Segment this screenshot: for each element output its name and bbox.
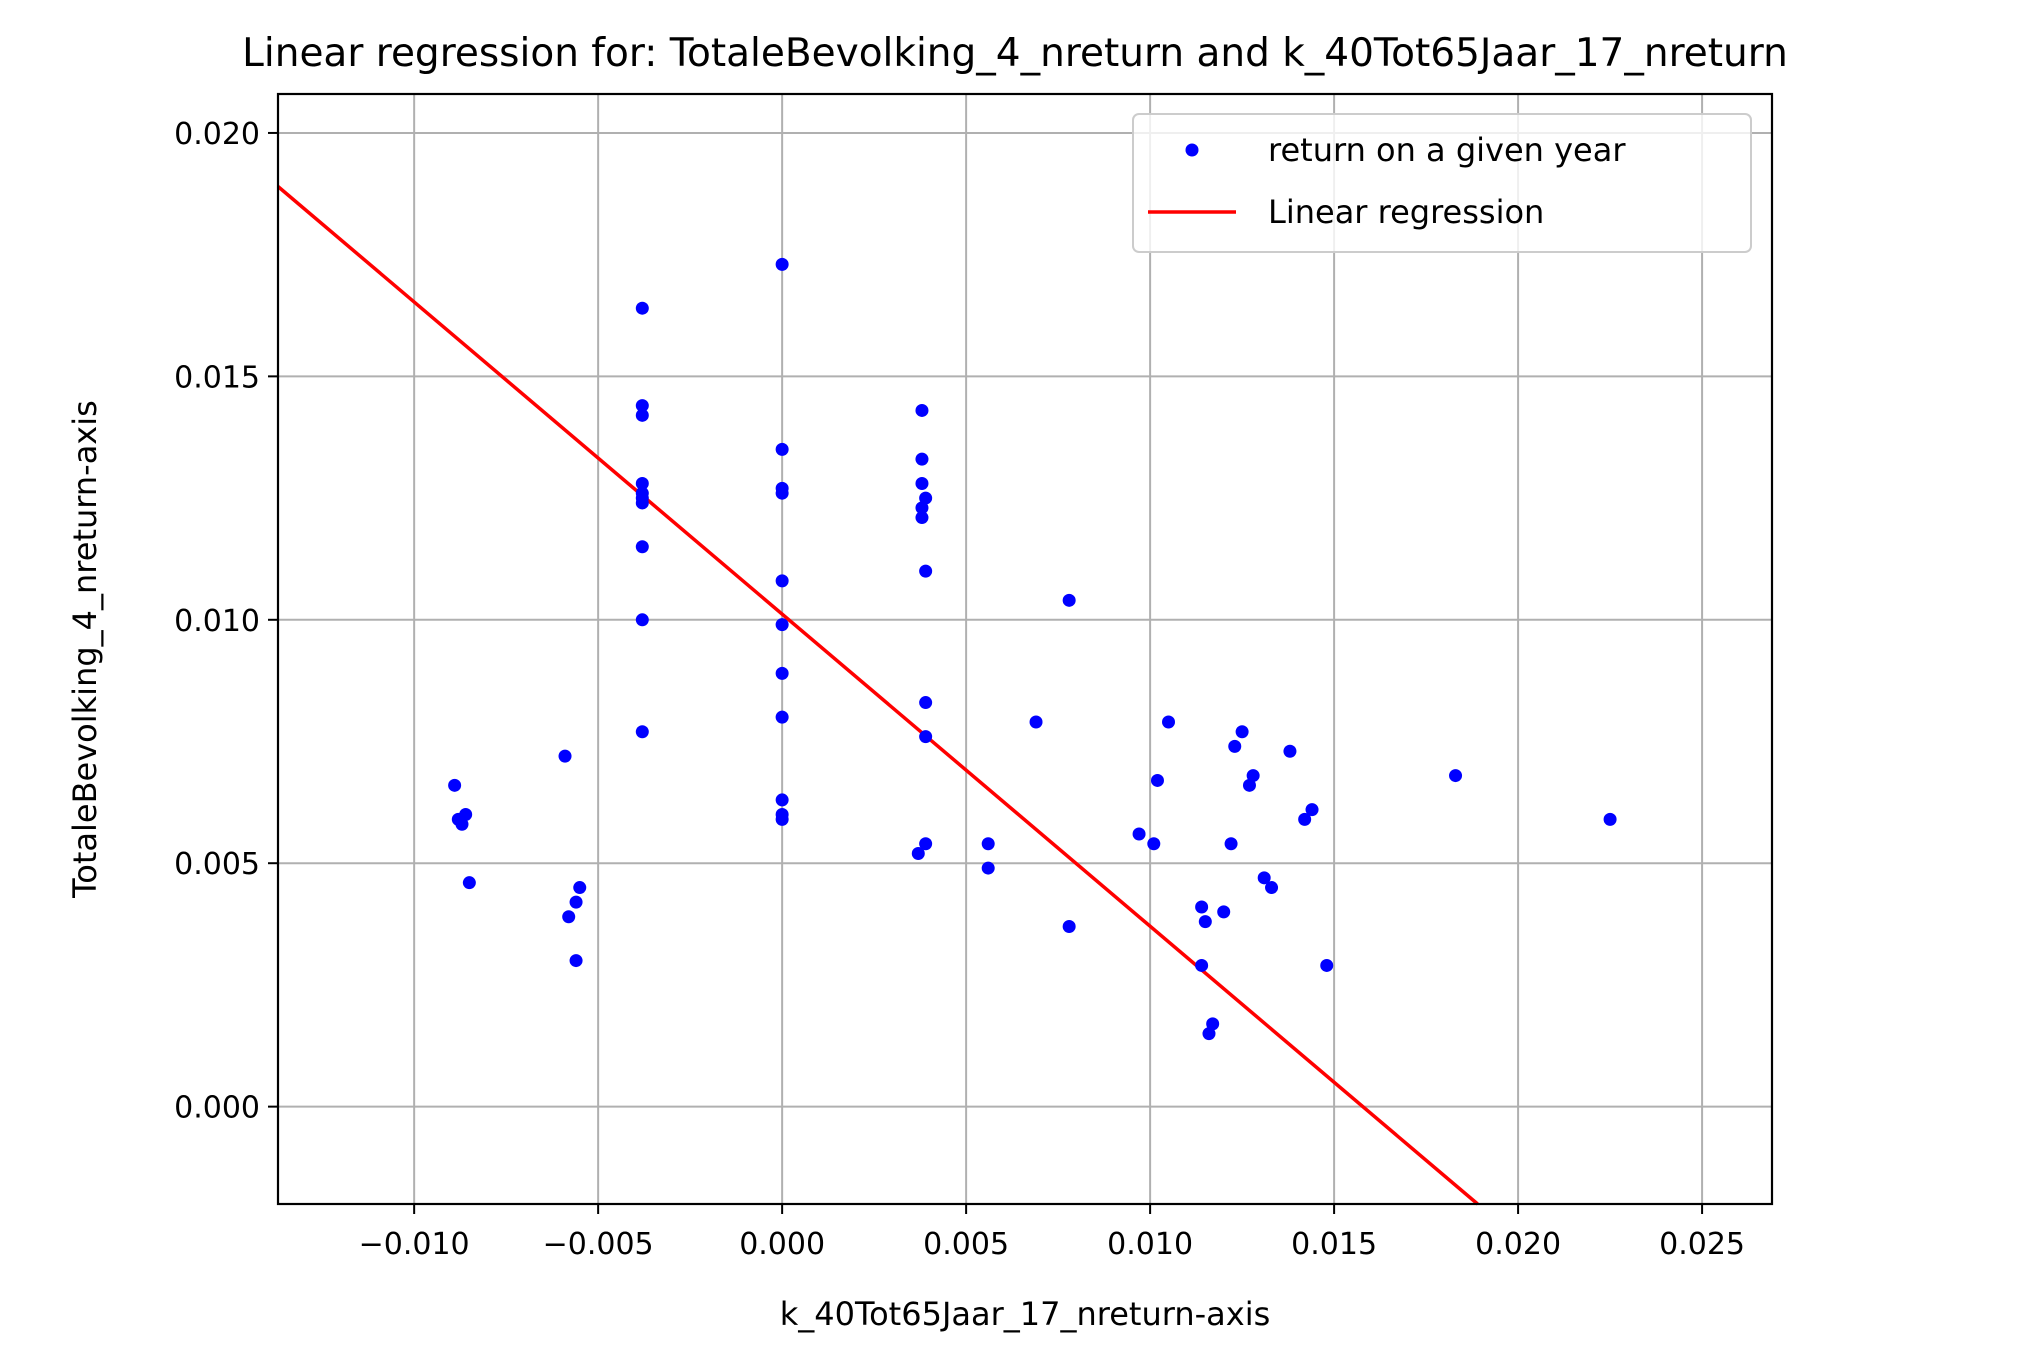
y-tick-label: 0.005 <box>174 847 260 882</box>
data-point <box>775 257 789 271</box>
y-axis-label: TotaleBevolking_4_nreturn-axis <box>66 400 104 899</box>
data-point <box>1195 900 1209 914</box>
data-point <box>1235 725 1249 739</box>
data-point <box>635 613 649 627</box>
data-point <box>448 778 462 792</box>
data-point <box>1150 773 1164 787</box>
data-point <box>1228 739 1242 753</box>
data-point <box>635 408 649 422</box>
data-point <box>919 696 933 710</box>
data-point <box>1198 915 1212 929</box>
data-point <box>569 954 583 968</box>
legend: return on a given year Linear regression <box>1132 113 1752 253</box>
regression-line <box>276 185 1479 1206</box>
legend-label-points: return on a given year <box>1268 131 1626 169</box>
data-point <box>1224 837 1238 851</box>
data-point <box>775 666 789 680</box>
data-point <box>459 808 473 822</box>
data-point <box>911 846 925 860</box>
x-tick-label: −0.010 <box>359 1227 470 1262</box>
x-tick-label: 0.010 <box>1107 1227 1193 1262</box>
data-point <box>635 496 649 510</box>
data-point <box>915 476 929 490</box>
plot-frame <box>276 92 1774 1206</box>
data-point <box>915 452 929 466</box>
data-point <box>775 710 789 724</box>
data-point <box>573 881 587 895</box>
data-point <box>635 301 649 315</box>
data-point <box>1449 769 1463 783</box>
data-point <box>1265 881 1279 895</box>
x-tick-label: 0.000 <box>739 1227 825 1262</box>
x-tick-label: 0.005 <box>923 1227 1009 1262</box>
data-point <box>1257 871 1271 885</box>
data-point <box>981 837 995 851</box>
data-point <box>915 403 929 417</box>
data-point <box>775 574 789 588</box>
chart-title: Linear regression for: TotaleBevolking_4… <box>242 31 1788 76</box>
y-tick-label: 0.015 <box>174 360 260 395</box>
data-point <box>1195 958 1209 972</box>
data-point <box>562 910 576 924</box>
data-point <box>775 793 789 807</box>
data-point <box>635 486 649 500</box>
data-point <box>919 491 933 505</box>
data-point <box>1062 920 1076 933</box>
data-point <box>558 749 572 763</box>
data-point <box>1202 1027 1216 1041</box>
data-point <box>635 476 649 490</box>
data-point <box>1147 837 1161 851</box>
data-point <box>981 861 995 875</box>
data-point <box>1603 812 1617 826</box>
data-point <box>455 817 469 831</box>
data-point <box>635 540 649 554</box>
scatter-points <box>448 257 1617 1041</box>
data-point <box>569 895 583 909</box>
grid <box>278 94 1772 1204</box>
data-point <box>635 399 649 413</box>
data-point <box>1283 744 1297 758</box>
legend-marker-points <box>1185 143 1199 157</box>
data-point <box>775 442 789 456</box>
legend-label-line: Linear regression <box>1268 193 1544 231</box>
data-point <box>1246 769 1260 783</box>
y-tick-label: 0.020 <box>174 117 260 152</box>
data-point <box>1062 593 1076 607</box>
data-point <box>775 812 789 826</box>
regression-layer <box>276 185 1479 1206</box>
data-point <box>1217 905 1231 919</box>
data-point <box>1320 958 1334 972</box>
data-point <box>775 486 789 500</box>
data-point <box>775 618 789 632</box>
x-tick-label: 0.025 <box>1659 1227 1745 1262</box>
data-point <box>1132 827 1146 841</box>
x-tick-label: −0.005 <box>543 1227 654 1262</box>
data-point <box>915 511 929 525</box>
y-tick-label: 0.010 <box>174 604 260 639</box>
data-point <box>919 837 933 851</box>
x-axis-label: k_40Tot65Jaar_17_nreturn-axis <box>780 1295 1271 1333</box>
x-tick-label: 0.015 <box>1291 1227 1377 1262</box>
data-point <box>915 501 929 515</box>
data-point <box>1242 778 1256 792</box>
legend-box <box>1132 113 1752 253</box>
y-tick-label: 0.000 <box>174 1091 260 1126</box>
data-point <box>1298 812 1312 826</box>
axis-ticks: −0.010 −0.005 0.000 0.005 0.010 0.015 0.020 0.0… <box>174 117 1745 1262</box>
data-point <box>919 564 933 578</box>
data-point <box>462 876 476 890</box>
data-point <box>1206 1017 1220 1031</box>
data-point <box>1162 715 1176 729</box>
data-point <box>919 730 933 744</box>
x-tick-label: 0.020 <box>1475 1227 1561 1262</box>
data-point <box>635 725 649 739</box>
data-point <box>1305 803 1319 817</box>
data-point <box>1029 715 1043 729</box>
